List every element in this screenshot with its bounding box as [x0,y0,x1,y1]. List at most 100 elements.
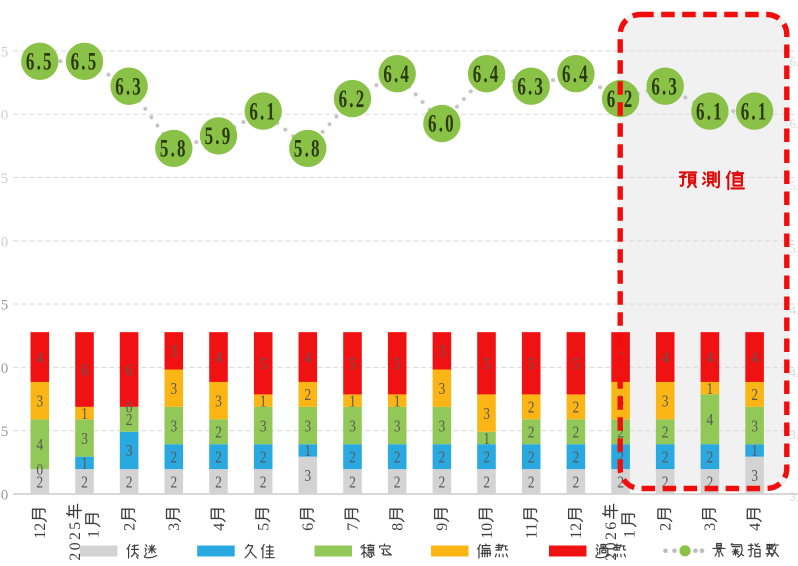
svg-text:2: 2 [707,448,714,467]
svg-text:2: 2 [394,473,401,492]
svg-text:5: 5 [260,355,267,374]
svg-text:3: 3 [215,392,222,411]
svg-text:2: 2 [573,423,580,442]
svg-text:5: 5 [394,355,401,374]
svg-text:1: 1 [622,530,639,538]
svg-text:4: 4 [662,349,669,368]
svg-text:2: 2 [126,473,133,492]
svg-text:2: 2 [573,473,580,492]
svg-text:2: 2 [751,386,758,405]
svg-text:20: 20 [0,234,8,250]
svg-text:0: 0 [1,488,9,504]
svg-text:5.8: 5.8 [294,134,322,162]
svg-text:2: 2 [707,473,714,492]
svg-text:2: 2 [528,398,535,417]
svg-text:5: 5 [483,355,490,374]
svg-text:1: 1 [707,380,714,399]
svg-text:3.5: 3.5 [790,427,798,442]
svg-text:1: 1 [751,442,758,461]
svg-text:1: 1 [483,429,490,448]
svg-text:4: 4 [304,349,311,368]
svg-text:2: 2 [126,411,133,430]
svg-text:4.0: 4.0 [790,365,798,380]
svg-text:6.4: 6.4 [383,60,411,88]
svg-text:2: 2 [67,553,84,561]
svg-text:2: 2 [573,398,580,417]
svg-text:0: 0 [603,542,620,550]
svg-text:1: 1 [524,531,541,539]
svg-text:3: 3 [439,417,446,436]
svg-text:1: 1 [260,392,267,411]
svg-text:2: 2 [260,473,267,492]
svg-text:1: 1 [568,531,585,539]
svg-text:1: 1 [81,454,88,473]
svg-text:15: 15 [0,298,8,314]
svg-text:25: 25 [0,171,8,187]
svg-text:2: 2 [32,523,49,531]
svg-text:2: 2 [439,473,446,492]
svg-text:3: 3 [394,417,401,436]
svg-text:5.8: 5.8 [160,134,188,162]
svg-text:3: 3 [304,467,311,486]
svg-text:1: 1 [524,523,541,531]
svg-text:3: 3 [304,417,311,436]
svg-text:5: 5 [573,355,580,374]
svg-text:10: 10 [0,361,8,377]
svg-text:3: 3 [170,417,177,436]
svg-text:5.0: 5.0 [790,240,798,255]
svg-text:3: 3 [439,380,446,399]
svg-text:2: 2 [662,473,669,492]
svg-text:3.0: 3.0 [790,489,798,504]
svg-text:3: 3 [702,523,719,531]
svg-text:2: 2 [215,448,222,467]
svg-text:6: 6 [126,361,133,380]
svg-text:6: 6 [603,522,620,530]
svg-text:2: 2 [170,448,177,467]
svg-text:4: 4 [747,523,764,531]
svg-text:2: 2 [304,386,311,405]
svg-text:6.4: 6.4 [562,60,590,88]
svg-text:30: 30 [0,108,8,124]
svg-text:2: 2 [349,448,356,467]
svg-text:5.5: 5.5 [790,178,798,193]
svg-text:6.0: 6.0 [428,109,456,137]
svg-text:6.1: 6.1 [741,97,769,125]
svg-text:2: 2 [528,448,535,467]
svg-text:3: 3 [81,429,88,448]
svg-text:2: 2 [260,448,267,467]
svg-text:2: 2 [528,473,535,492]
svg-text:6.5: 6.5 [71,47,99,75]
svg-text:3: 3 [170,380,177,399]
svg-text:6.5: 6.5 [790,54,798,69]
svg-text:6.1: 6.1 [696,97,724,125]
svg-text:2: 2 [483,448,490,467]
svg-text:1: 1 [394,392,401,411]
svg-text:9: 9 [434,523,451,531]
svg-text:2: 2 [603,553,620,561]
svg-text:6.4: 6.4 [473,60,501,88]
svg-text:2: 2 [617,473,624,492]
svg-text:3: 3 [260,417,267,436]
svg-text:4: 4 [36,436,43,455]
svg-text:3: 3 [36,392,43,411]
svg-text:5: 5 [349,355,356,374]
svg-text:6.0: 6.0 [790,116,798,131]
svg-text:2: 2 [439,448,446,467]
svg-text:4: 4 [707,411,714,430]
svg-text:1: 1 [81,405,88,424]
svg-text:2: 2 [528,423,535,442]
svg-text:3: 3 [349,417,356,436]
svg-text:2: 2 [215,473,222,492]
svg-text:6.3: 6.3 [115,72,143,100]
svg-text:2: 2 [121,523,138,531]
svg-text:5: 5 [1,424,9,440]
svg-text:2: 2 [568,523,585,531]
svg-text:6.2: 6.2 [339,85,367,113]
svg-text:6: 6 [300,523,317,531]
svg-text:3: 3 [439,342,446,361]
svg-text:0: 0 [36,461,43,480]
svg-text:3: 3 [483,405,490,424]
svg-text:1: 1 [85,530,102,538]
svg-text:7: 7 [345,523,362,531]
svg-text:0: 0 [126,398,133,417]
